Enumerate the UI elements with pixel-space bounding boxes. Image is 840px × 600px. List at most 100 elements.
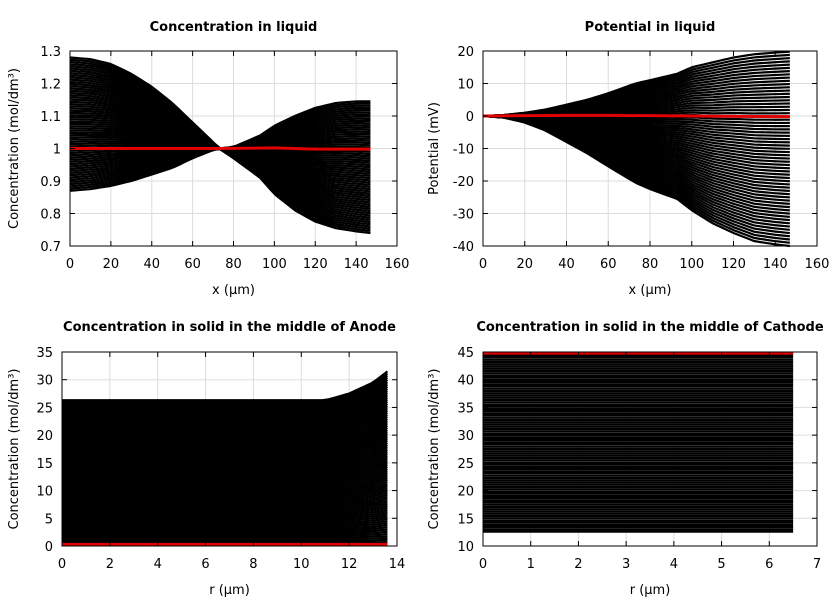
series-line bbox=[62, 446, 388, 465]
chart-liq-pot: 0 20 40 60 80 100 120 140 160 -40 -30 -20 -10 0 10 20 Po… bbox=[427, 20, 829, 298]
series-line bbox=[62, 463, 388, 480]
series-line bbox=[62, 498, 388, 509]
series-line bbox=[62, 513, 388, 521]
series-line bbox=[62, 524, 388, 530]
y-tick-label: 10 bbox=[457, 78, 474, 93]
series-line bbox=[62, 480, 388, 494]
series-line bbox=[62, 387, 389, 416]
x-tick-label: 12 bbox=[341, 557, 358, 572]
series-line bbox=[62, 396, 389, 424]
series-line bbox=[62, 470, 388, 485]
y-tick-label: 25 bbox=[36, 401, 53, 416]
series-line bbox=[62, 509, 388, 518]
series-line bbox=[62, 530, 388, 536]
plot-frame bbox=[61, 351, 398, 547]
y-tick-label: 40 bbox=[457, 374, 474, 389]
y-tick-label: 15 bbox=[457, 512, 474, 527]
y-tick-label: 10 bbox=[457, 540, 474, 555]
x-tick-label: 4 bbox=[154, 557, 162, 572]
y-tick-label: 30 bbox=[36, 374, 53, 389]
series-line bbox=[62, 444, 388, 463]
series-line bbox=[62, 476, 388, 490]
series-line bbox=[62, 539, 388, 543]
x-tick-label: 100 bbox=[679, 257, 704, 272]
y-tick-label: 0.9 bbox=[40, 175, 61, 190]
series-line bbox=[62, 379, 389, 409]
series-line bbox=[62, 424, 388, 447]
series-line bbox=[62, 415, 388, 440]
y-tick-label: 35 bbox=[36, 346, 53, 361]
series-line bbox=[62, 519, 388, 527]
series-line bbox=[62, 515, 388, 523]
series-line bbox=[62, 405, 389, 431]
series-line bbox=[62, 439, 388, 460]
series-line bbox=[62, 450, 388, 469]
x-axis-label: r (µm) bbox=[209, 583, 250, 598]
x-tick-label: 3 bbox=[622, 557, 630, 572]
x-tick-label: 20 bbox=[103, 257, 120, 272]
series-line bbox=[62, 478, 388, 492]
x-tick-label: 40 bbox=[558, 257, 575, 272]
x-tick-label: 80 bbox=[642, 257, 659, 272]
x-tick-label: 60 bbox=[184, 257, 201, 272]
x-tick-label: 6 bbox=[765, 557, 773, 572]
series-line bbox=[482, 50, 790, 118]
series-line bbox=[62, 452, 388, 471]
series-line bbox=[62, 372, 389, 404]
chart-sol-anode: 0 2 4 6 8 10 12 14 0 5 10 15 20 25 30 35 Concentration i… bbox=[7, 320, 405, 598]
series-line bbox=[62, 435, 388, 456]
x-tick-label: 1 bbox=[527, 557, 535, 572]
y-tick-label: 20 bbox=[457, 45, 474, 60]
series-line bbox=[62, 370, 389, 402]
x-tick-label: 120 bbox=[721, 257, 746, 272]
series-line bbox=[62, 431, 388, 452]
series-line bbox=[62, 418, 388, 442]
series-line bbox=[62, 496, 388, 507]
highlight-line bbox=[70, 146, 371, 151]
y-tick-label: 25 bbox=[457, 457, 474, 472]
x-tick-label: 6 bbox=[201, 557, 209, 572]
series-line bbox=[62, 383, 389, 413]
chart-title: Concentration in solid in the middle of … bbox=[63, 320, 396, 335]
series-line bbox=[62, 400, 389, 427]
series-line bbox=[62, 500, 388, 510]
x-tick-label: 8 bbox=[249, 557, 257, 572]
x-tick-label: 7 bbox=[813, 557, 821, 572]
series-line bbox=[62, 483, 388, 496]
y-tick-label: 0 bbox=[45, 540, 53, 555]
series-line bbox=[62, 426, 388, 449]
x-tick-label: 0 bbox=[479, 557, 487, 572]
series-line bbox=[62, 502, 388, 512]
y-axis-label: Concentration (mol/dm³) bbox=[7, 369, 22, 530]
series-line bbox=[62, 535, 388, 539]
x-tick-label: 160 bbox=[385, 257, 410, 272]
series-line bbox=[62, 487, 388, 499]
x-axis-label: x (µm) bbox=[629, 283, 672, 298]
series-line bbox=[62, 392, 389, 420]
x-tick-label: 20 bbox=[516, 257, 533, 272]
y-tick-label: 0.8 bbox=[40, 208, 61, 223]
series-line bbox=[62, 437, 388, 458]
series-line bbox=[62, 472, 388, 487]
y-tick-label: -40 bbox=[453, 240, 474, 255]
series-line bbox=[62, 394, 389, 422]
series-line bbox=[62, 398, 389, 425]
series-line bbox=[62, 411, 388, 436]
x-tick-label: 160 bbox=[805, 257, 830, 272]
y-tick-label: 15 bbox=[36, 457, 53, 472]
y-axis-label: Concentration (mol/dm³) bbox=[7, 68, 22, 229]
x-tick-label: 2 bbox=[574, 557, 582, 572]
chart-liq-conc: 0 20 40 60 80 100 120 140 160 0.7 0.8 0.9 1 1.1 1.2 1.3… bbox=[7, 20, 409, 298]
x-tick-label: 60 bbox=[600, 257, 617, 272]
series-line bbox=[62, 506, 388, 516]
series-line bbox=[62, 448, 388, 467]
y-tick-label: 1 bbox=[53, 143, 61, 158]
y-axis-label: Concentration (mol/dm³) bbox=[427, 369, 442, 530]
series-line bbox=[62, 485, 388, 498]
series-line bbox=[62, 528, 388, 534]
x-tick-label: 0 bbox=[66, 257, 74, 272]
series-line bbox=[62, 420, 388, 443]
y-tick-label: -20 bbox=[453, 175, 474, 190]
x-tick-label: 14 bbox=[389, 557, 406, 572]
